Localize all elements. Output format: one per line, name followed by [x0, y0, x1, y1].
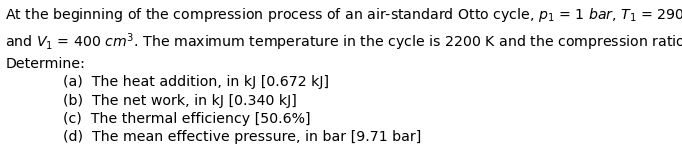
Text: (d)  The mean effective pressure, in bar [9.71 bar]: (d) The mean effective pressure, in bar …	[63, 130, 421, 144]
Text: Determine:: Determine:	[5, 57, 85, 71]
Text: (b)  The net work, in kJ [0.340 kJ]: (b) The net work, in kJ [0.340 kJ]	[63, 94, 297, 108]
Text: At the beginning of the compression process of an air-standard Otto cycle, $p_1$: At the beginning of the compression proc…	[5, 6, 682, 24]
Text: (c)  The thermal efficiency [50.6%]: (c) The thermal efficiency [50.6%]	[63, 112, 311, 126]
Text: and $V_1$ = 400 $cm^3$. The maximum temperature in the cycle is 2200 K and the c: and $V_1$ = 400 $cm^3$. The maximum temp…	[5, 32, 682, 53]
Text: (a)  The heat addition, in kJ [0.672 kJ]: (a) The heat addition, in kJ [0.672 kJ]	[63, 75, 329, 89]
